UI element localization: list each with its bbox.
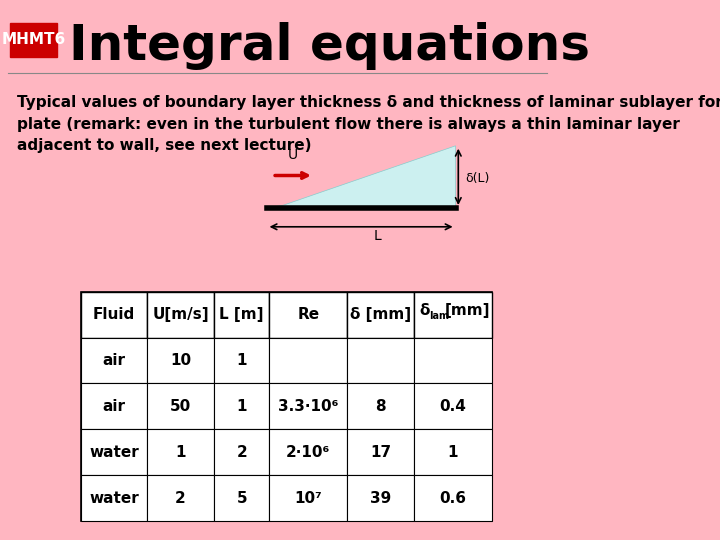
FancyBboxPatch shape (269, 292, 347, 338)
Text: water: water (89, 445, 139, 460)
Text: 1: 1 (236, 353, 247, 368)
FancyBboxPatch shape (269, 475, 347, 521)
FancyBboxPatch shape (347, 475, 414, 521)
FancyBboxPatch shape (81, 475, 147, 521)
Text: Typical values of boundary layer thickness δ and thickness of laminar sublayer f: Typical values of boundary layer thickne… (17, 95, 720, 110)
FancyBboxPatch shape (347, 383, 414, 429)
Text: adjacent to wall, see next lecture): adjacent to wall, see next lecture) (17, 138, 311, 153)
Polygon shape (266, 146, 456, 208)
Text: U[m/s]: U[m/s] (152, 307, 209, 322)
Text: air: air (102, 399, 125, 414)
FancyBboxPatch shape (81, 338, 147, 383)
FancyBboxPatch shape (214, 383, 269, 429)
Text: 50: 50 (170, 399, 192, 414)
FancyBboxPatch shape (269, 338, 347, 383)
Text: lam: lam (429, 310, 449, 321)
Text: 0.6: 0.6 (439, 491, 467, 505)
FancyBboxPatch shape (414, 475, 492, 521)
Text: plate (remark: even in the turbulent flow there is always a thin laminar layer: plate (remark: even in the turbulent flo… (17, 117, 680, 132)
FancyBboxPatch shape (214, 338, 269, 383)
Text: 2: 2 (175, 491, 186, 505)
Text: water: water (89, 491, 139, 505)
FancyBboxPatch shape (81, 292, 147, 338)
Text: air: air (102, 353, 125, 368)
Text: U: U (288, 148, 298, 162)
FancyBboxPatch shape (347, 429, 414, 475)
FancyBboxPatch shape (414, 429, 492, 475)
Text: 10⁷: 10⁷ (294, 491, 322, 505)
Text: 1: 1 (175, 445, 186, 460)
Text: Fluid: Fluid (93, 307, 135, 322)
Text: Re: Re (297, 307, 320, 322)
FancyBboxPatch shape (347, 292, 414, 338)
Text: 1: 1 (236, 399, 247, 414)
Text: L [m]: L [m] (220, 307, 264, 322)
Text: 8: 8 (375, 399, 386, 414)
FancyBboxPatch shape (214, 429, 269, 475)
FancyBboxPatch shape (269, 383, 347, 429)
FancyBboxPatch shape (269, 429, 347, 475)
FancyBboxPatch shape (81, 429, 147, 475)
Text: δ [mm]: δ [mm] (350, 307, 411, 322)
Text: 10: 10 (170, 353, 191, 368)
FancyBboxPatch shape (81, 292, 492, 521)
Text: δ(L): δ(L) (465, 172, 490, 185)
FancyBboxPatch shape (414, 338, 492, 383)
Text: L: L (374, 230, 382, 244)
Text: Integral equations: Integral equations (69, 22, 590, 70)
Text: δ: δ (420, 303, 430, 318)
Text: [mm]: [mm] (444, 303, 490, 318)
Text: 1: 1 (448, 445, 458, 460)
FancyBboxPatch shape (347, 338, 414, 383)
FancyBboxPatch shape (214, 292, 269, 338)
FancyBboxPatch shape (147, 338, 214, 383)
FancyBboxPatch shape (214, 475, 269, 521)
FancyBboxPatch shape (414, 383, 492, 429)
FancyBboxPatch shape (414, 292, 492, 338)
FancyBboxPatch shape (147, 429, 214, 475)
Text: 2·10⁶: 2·10⁶ (286, 445, 330, 460)
FancyBboxPatch shape (147, 383, 214, 429)
FancyBboxPatch shape (147, 292, 214, 338)
Text: 3.3·10⁶: 3.3·10⁶ (278, 399, 338, 414)
FancyBboxPatch shape (10, 23, 57, 57)
Text: 17: 17 (370, 445, 391, 460)
Text: 5: 5 (236, 491, 247, 505)
FancyBboxPatch shape (147, 475, 214, 521)
Text: 39: 39 (370, 491, 391, 505)
Text: 2: 2 (236, 445, 247, 460)
FancyBboxPatch shape (81, 383, 147, 429)
Text: MHMT6: MHMT6 (1, 32, 66, 48)
Text: 0.4: 0.4 (439, 399, 466, 414)
